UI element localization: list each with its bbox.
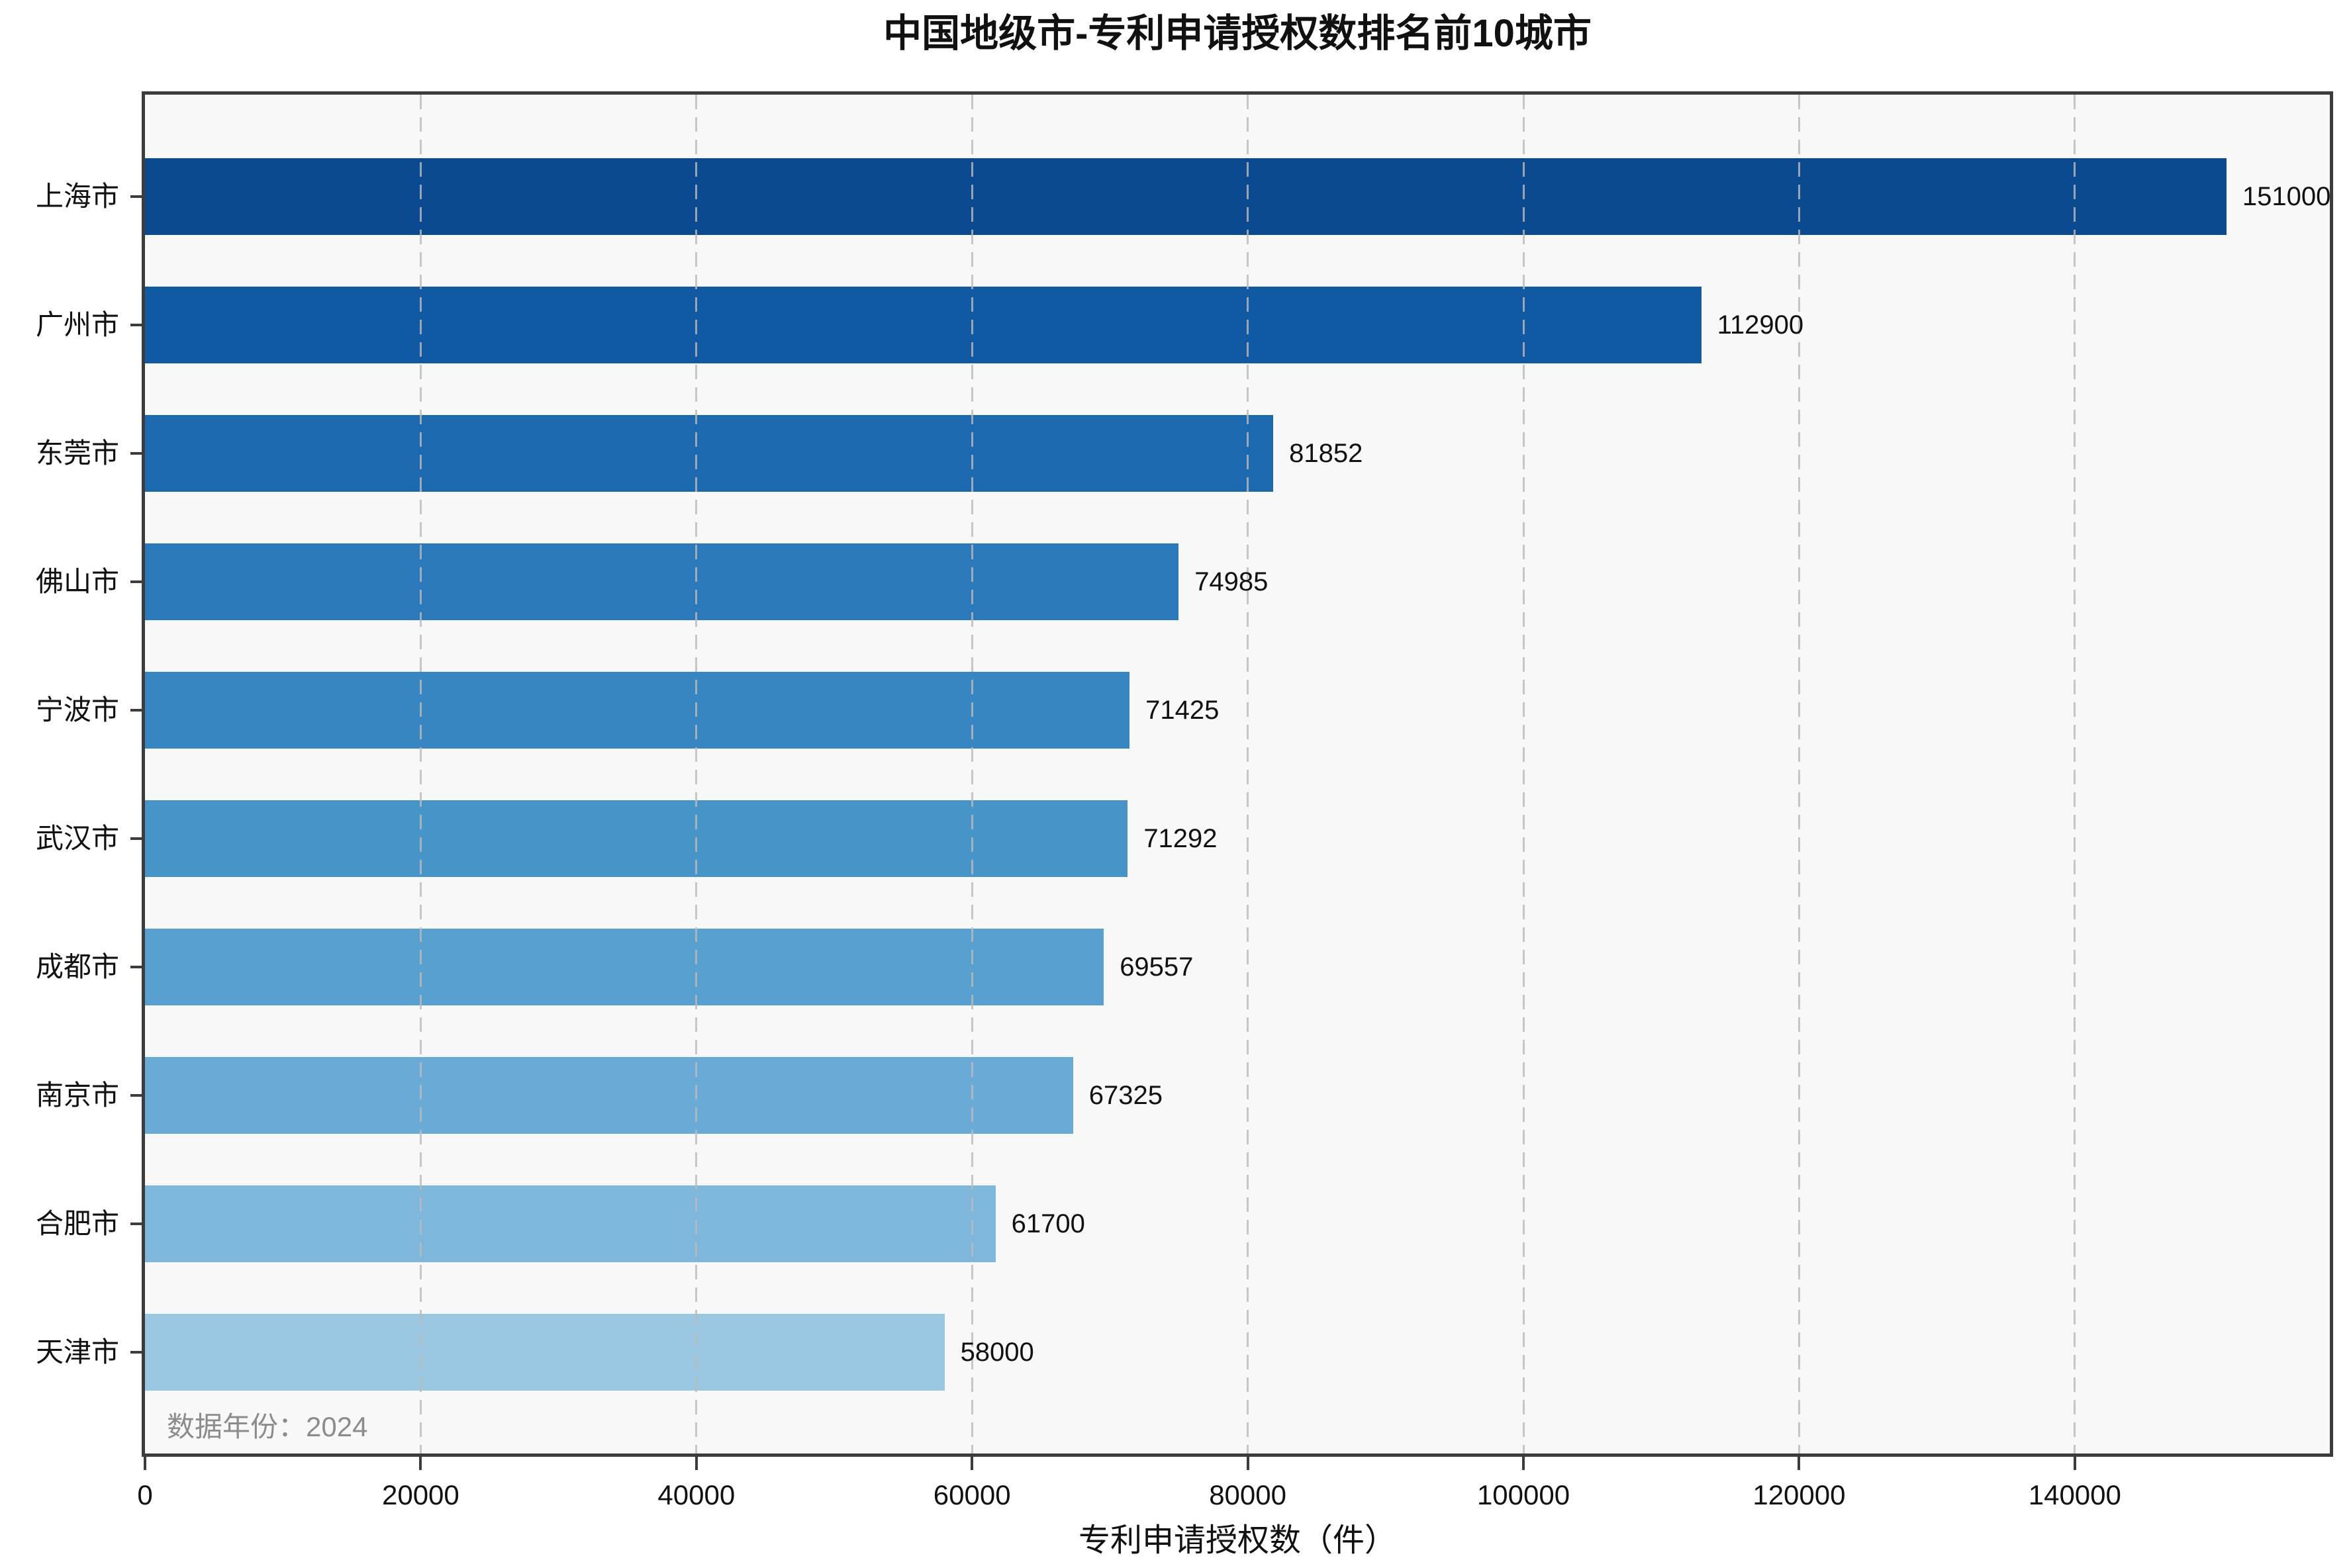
bar-value-label: 67325 xyxy=(1088,1081,1163,1110)
bar-value-label: 112900 xyxy=(1717,310,1804,340)
bar xyxy=(145,1057,1073,1134)
x-tick-label: 40000 xyxy=(657,1479,736,1510)
bar-value-label: 69557 xyxy=(1120,952,1194,982)
y-tick-label: 天津市 xyxy=(35,1336,119,1367)
bar xyxy=(145,1185,996,1262)
x-axis-label: 专利申请授权数（件） xyxy=(1078,1523,1396,1558)
x-tick-label: 60000 xyxy=(933,1479,1011,1510)
bar xyxy=(145,158,2227,235)
x-tick-label: 0 xyxy=(137,1479,153,1510)
y-tick-label: 佛山市 xyxy=(35,566,119,597)
bar-value-label: 61700 xyxy=(1011,1209,1085,1238)
y-tick xyxy=(130,324,145,326)
x-tick xyxy=(419,1457,422,1470)
y-tick xyxy=(130,709,145,712)
y-tick xyxy=(130,580,145,583)
y-tick-label: 南京市 xyxy=(35,1080,119,1111)
y-tick-label: 武汉市 xyxy=(35,823,119,854)
gridline xyxy=(1798,95,1800,1453)
bar xyxy=(145,672,1130,749)
x-tick xyxy=(1246,1457,1249,1470)
bar xyxy=(145,415,1274,492)
y-tick-label: 宁波市 xyxy=(35,694,119,725)
bar xyxy=(145,800,1128,877)
y-tick xyxy=(130,1222,145,1225)
bar xyxy=(145,1314,945,1391)
bar-value-label: 81852 xyxy=(1289,439,1363,468)
bar xyxy=(145,287,1702,363)
y-tick xyxy=(130,452,145,455)
x-tick xyxy=(2073,1457,2076,1470)
gridline xyxy=(1247,95,1249,1453)
gridline xyxy=(419,95,422,1453)
x-tick xyxy=(1798,1457,1801,1470)
x-tick xyxy=(1522,1457,1525,1470)
y-tick-label: 合肥市 xyxy=(35,1208,119,1239)
y-tick-label: 上海市 xyxy=(35,181,119,212)
gridline xyxy=(1522,95,1525,1453)
bar-value-label: 151000 xyxy=(2242,182,2331,211)
gridline xyxy=(2074,95,2076,1453)
bar-value-label: 58000 xyxy=(960,1338,1034,1367)
chart-title: 中国地级市-专利申请授权数排名前10城市 xyxy=(883,12,1592,55)
bar-value-label: 71425 xyxy=(1145,696,1220,725)
x-tick-label: 140000 xyxy=(2028,1479,2121,1510)
y-tick-label: 成都市 xyxy=(35,951,119,982)
y-tick-label: 东莞市 xyxy=(35,438,119,469)
bar xyxy=(145,543,1179,620)
x-tick-label: 100000 xyxy=(1476,1479,1570,1510)
x-tick xyxy=(971,1457,974,1470)
y-tick-label: 广州市 xyxy=(35,309,119,340)
y-tick xyxy=(130,1351,145,1354)
x-tick-label: 80000 xyxy=(1209,1479,1286,1510)
bar xyxy=(145,929,1104,1005)
x-tick xyxy=(144,1457,146,1470)
y-tick xyxy=(130,966,145,968)
y-tick xyxy=(130,837,145,840)
x-tick xyxy=(695,1457,698,1470)
bar-value-label: 74985 xyxy=(1194,567,1269,596)
x-tick-label: 20000 xyxy=(381,1479,459,1510)
gridline xyxy=(695,95,698,1453)
gridline xyxy=(971,95,973,1453)
data-year-annotation: 数据年份：2024 xyxy=(167,1411,368,1442)
y-tick xyxy=(130,1094,145,1097)
bar-value-label: 71292 xyxy=(1143,824,1218,853)
y-tick xyxy=(130,195,145,198)
x-tick-label: 120000 xyxy=(1752,1479,1846,1510)
